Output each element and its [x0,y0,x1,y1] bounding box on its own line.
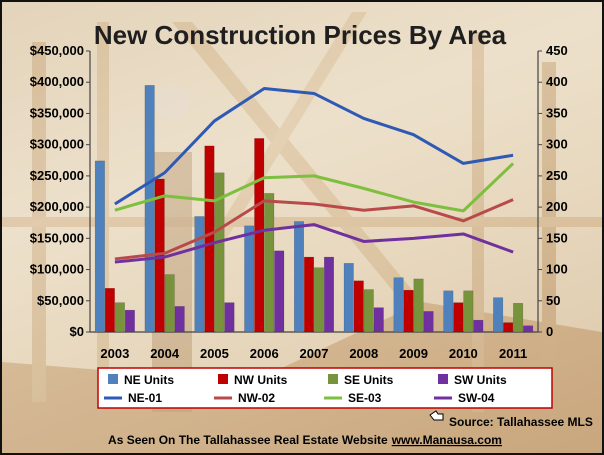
line-sw-04 [114,223,514,264]
x-axis-ticks: 2003 2004 2005 2006 2007 2008 2009 2010 2011 [100,346,527,361]
bar-sw-units [523,325,534,333]
bar-se-units [463,290,474,333]
right-tick-label: 100 [546,262,568,277]
x-tick-label: 2010 [449,346,478,361]
bar-nw-units [453,302,464,333]
x-tick-label: 2003 [100,346,129,361]
legend-swatch-bar [218,374,228,384]
legend-label: NE-01 [128,391,162,405]
bar-se-units [314,267,324,333]
source-credit: Source: Tallahassee MLS [449,415,593,429]
legend-box [97,367,553,409]
x-tick-label: 2004 [150,346,180,361]
legend-label: SW-04 [458,391,495,405]
bar-nw-units [104,288,115,333]
seen-on-text: As Seen On The Tallahassee Real Estate W… [108,433,388,447]
left-axis-ticks: $0 $50,000 $100,000 $150,000 $200,000 $250,00… [30,43,90,339]
line-ne-01 [114,86,514,206]
left-tick-label: $100,000 [30,262,84,277]
website-link[interactable]: www.Manausa.com [391,433,502,447]
legend-label: NE Units [124,373,174,387]
right-tick-label: 50 [546,293,560,308]
line-se-03 [114,162,515,213]
bar-se-units [413,278,424,333]
bar-se-units [114,302,125,333]
legend-items: NE Units NW Units SE Units SW Units NE-01 NW-… [104,373,507,405]
legend: NE Units NW Units SE Units SW Units NE-01 NW-… [97,367,553,409]
x-tick-label: 2005 [200,346,229,361]
bar-ne-units [343,263,354,333]
right-tick-label: 300 [546,137,568,152]
x-tick-label: 2008 [349,346,378,361]
left-tick-label: $150,000 [30,230,84,245]
bar-ne-units [294,221,304,333]
right-tick-label: 200 [546,199,568,214]
bar-se-units [164,274,175,333]
right-tick-label: 350 [546,105,568,120]
bar-nw-units [204,145,215,333]
bar-se-units [214,172,225,333]
website-credit: As Seen On The Tallahassee Real Estate W… [108,433,502,447]
bar-sw-units [373,307,384,333]
source-icon [429,410,444,421]
chart-title: New Construction Prices By Area [94,20,507,50]
bar-sw-units [423,311,434,333]
legend-swatch-bar [328,374,338,384]
left-tick-label: $350,000 [30,105,84,120]
legend-label: SE-03 [348,391,382,405]
line-group [114,86,515,264]
bar-ne-units [194,216,205,333]
legend-label: SW Units [454,373,507,387]
legend-swatch-bar [108,374,118,384]
right-tick-label: 450 [546,43,568,58]
x-tick-label: 2006 [250,346,279,361]
bar-ne-units [393,277,404,333]
bar-nw-units [304,256,314,333]
bar-sw-units [224,302,235,333]
bar-ne-units [493,297,504,333]
bar-nw-units [403,289,414,333]
left-tick-label: $50,000 [37,293,84,308]
bar-se-units [264,193,275,333]
left-tick-label: $450,000 [30,43,84,58]
bar-group [94,85,534,333]
bar-sw-units [174,306,185,333]
bar-nw-units [503,322,514,333]
left-tick-label: $0 [70,324,84,339]
x-tick-label: 2009 [399,346,428,361]
bar-sw-units [274,250,285,333]
right-tick-label: 150 [546,230,568,245]
bar-ne-units [144,85,155,333]
bar-ne-units [443,290,454,333]
bar-sw-units [124,309,135,333]
x-tick-label: 2011 [499,346,527,361]
left-tick-label: $250,000 [30,168,84,183]
legend-label: SE Units [344,373,394,387]
bar-ne-units [244,225,255,333]
line-nw-02 [114,198,514,261]
bar-sw-units [324,256,334,333]
legend-label: NW Units [234,373,288,387]
legend-label: NW-02 [238,391,275,405]
bar-nw-units [353,280,364,333]
left-tick-label: $400,000 [30,74,84,89]
bar-se-units [363,289,374,333]
bar-se-units [513,303,524,333]
right-tick-label: 250 [546,168,568,183]
bar-sw-units [473,319,484,333]
bar-ne-units [94,160,105,333]
right-tick-label: 0 [546,324,553,339]
bar-nw-units [254,138,265,333]
x-tick-label: 2007 [300,346,329,361]
right-tick-label: 400 [546,74,568,89]
legend-swatch-bar [438,374,448,384]
right-axis-ticks: 0 50 100 150 200 250 300 350 400 450 [538,43,568,339]
left-tick-label: $300,000 [30,137,84,152]
left-tick-label: $200,000 [30,199,84,214]
